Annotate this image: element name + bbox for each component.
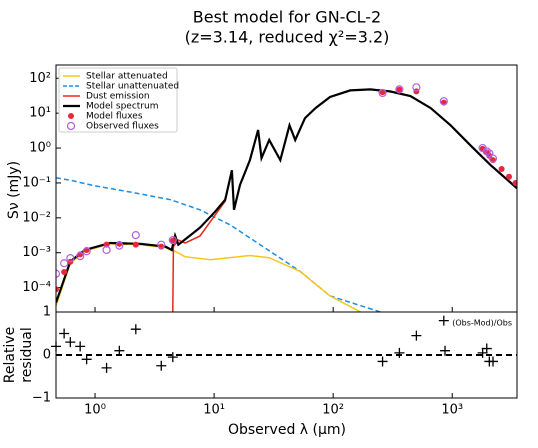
plot-area: 10⁻⁴ 10⁻³ 10⁻² 10⁻¹ 10⁰ 10¹ 10² −1 0 1 10⁰ 10¹ 10² 10… <box>22 67 517 418</box>
series-line <box>56 243 361 312</box>
residual-marker <box>59 328 70 339</box>
annotation: (Obs-Mod)/Obs <box>452 319 512 328</box>
y-tick-label: 10⁻¹ <box>22 175 51 190</box>
y-tick-label: 10¹ <box>29 106 51 121</box>
residual-marker <box>438 315 449 326</box>
y-tick-label: 10⁻³ <box>22 245 51 260</box>
y-tick-label: 10⁻² <box>22 210 51 225</box>
legend-label: Model spectrum <box>86 102 158 112</box>
observed-flux <box>168 236 177 245</box>
model-flux <box>498 166 505 173</box>
residual-marker <box>411 330 422 341</box>
legend-swatch <box>68 113 74 119</box>
observed-flux <box>76 252 85 261</box>
observed-flux <box>60 259 69 268</box>
legend-label: Model fluxes <box>86 112 143 122</box>
y-tick-label: 0 <box>43 348 51 363</box>
observed-flux <box>157 240 166 249</box>
model-flux <box>479 145 486 152</box>
residual-marker <box>477 347 488 358</box>
residual-marker <box>81 354 92 365</box>
chart-title: Best model for GN-CL-2 <box>193 8 381 27</box>
x-tick-label: 10⁰ <box>84 403 106 418</box>
residual-marker <box>156 360 167 371</box>
model-flux <box>512 179 517 186</box>
y-tick-label: 10⁰ <box>29 141 51 156</box>
x-tick-label: 10³ <box>441 403 463 418</box>
observed-flux <box>439 97 448 106</box>
model-flux <box>396 86 403 93</box>
y-tick-label: −1 <box>32 391 51 406</box>
legend-label: Observed fluxes <box>86 122 159 132</box>
observed-flux <box>395 85 404 94</box>
y-tick-label: 1 <box>43 305 51 320</box>
legend-box <box>58 67 178 133</box>
residual-marker <box>130 324 141 335</box>
model-flux <box>379 89 386 96</box>
observed-flux <box>131 230 140 240</box>
residual-marker <box>377 356 388 367</box>
chart-subtitle: (z=3.14, reduced χ²=3.2) <box>185 28 390 47</box>
residual-marker <box>394 347 405 358</box>
observed-flux <box>82 247 91 256</box>
legend-swatch <box>66 121 76 131</box>
y-tick-label: 10⁻⁴ <box>22 280 51 295</box>
residual-marker <box>101 362 112 373</box>
x-tick-label: 10² <box>322 403 344 418</box>
legend-label: Stellar attenuated <box>86 72 168 82</box>
residual-marker <box>65 337 76 348</box>
residual-marker <box>75 341 86 352</box>
residual-marker <box>440 345 451 356</box>
model-flux <box>169 237 176 244</box>
model-flux <box>56 286 59 293</box>
model-flux <box>132 241 139 248</box>
residual-marker <box>114 345 125 356</box>
observed-flux <box>102 245 111 255</box>
observed-flux <box>66 254 75 263</box>
x-tick-label: 10¹ <box>203 403 225 418</box>
y-axis-label: Sν (mJy) <box>6 161 22 219</box>
series-group <box>56 83 517 312</box>
residual-y-label: Relative <box>2 327 18 383</box>
observed-flux <box>56 269 61 278</box>
series-line <box>56 177 381 312</box>
y-tick-label: 10² <box>29 71 51 86</box>
observed-flux <box>488 154 498 163</box>
residual-marker <box>167 352 178 363</box>
observed-flux <box>412 83 421 92</box>
model-flux <box>61 269 68 276</box>
legend-label: Dust emission <box>86 92 150 102</box>
observed-flux <box>482 147 491 156</box>
residual-y-label: residual <box>19 327 35 382</box>
x-axis-label: Observed λ (μm) <box>228 422 346 438</box>
residual-marker <box>481 343 492 354</box>
residual-marker <box>487 356 498 367</box>
bottom-frame <box>55 311 518 399</box>
model-flux <box>506 173 513 180</box>
observed-flux <box>115 241 124 250</box>
observed-flux <box>378 88 387 98</box>
legend-label: Stellar unattenuated <box>86 82 179 92</box>
